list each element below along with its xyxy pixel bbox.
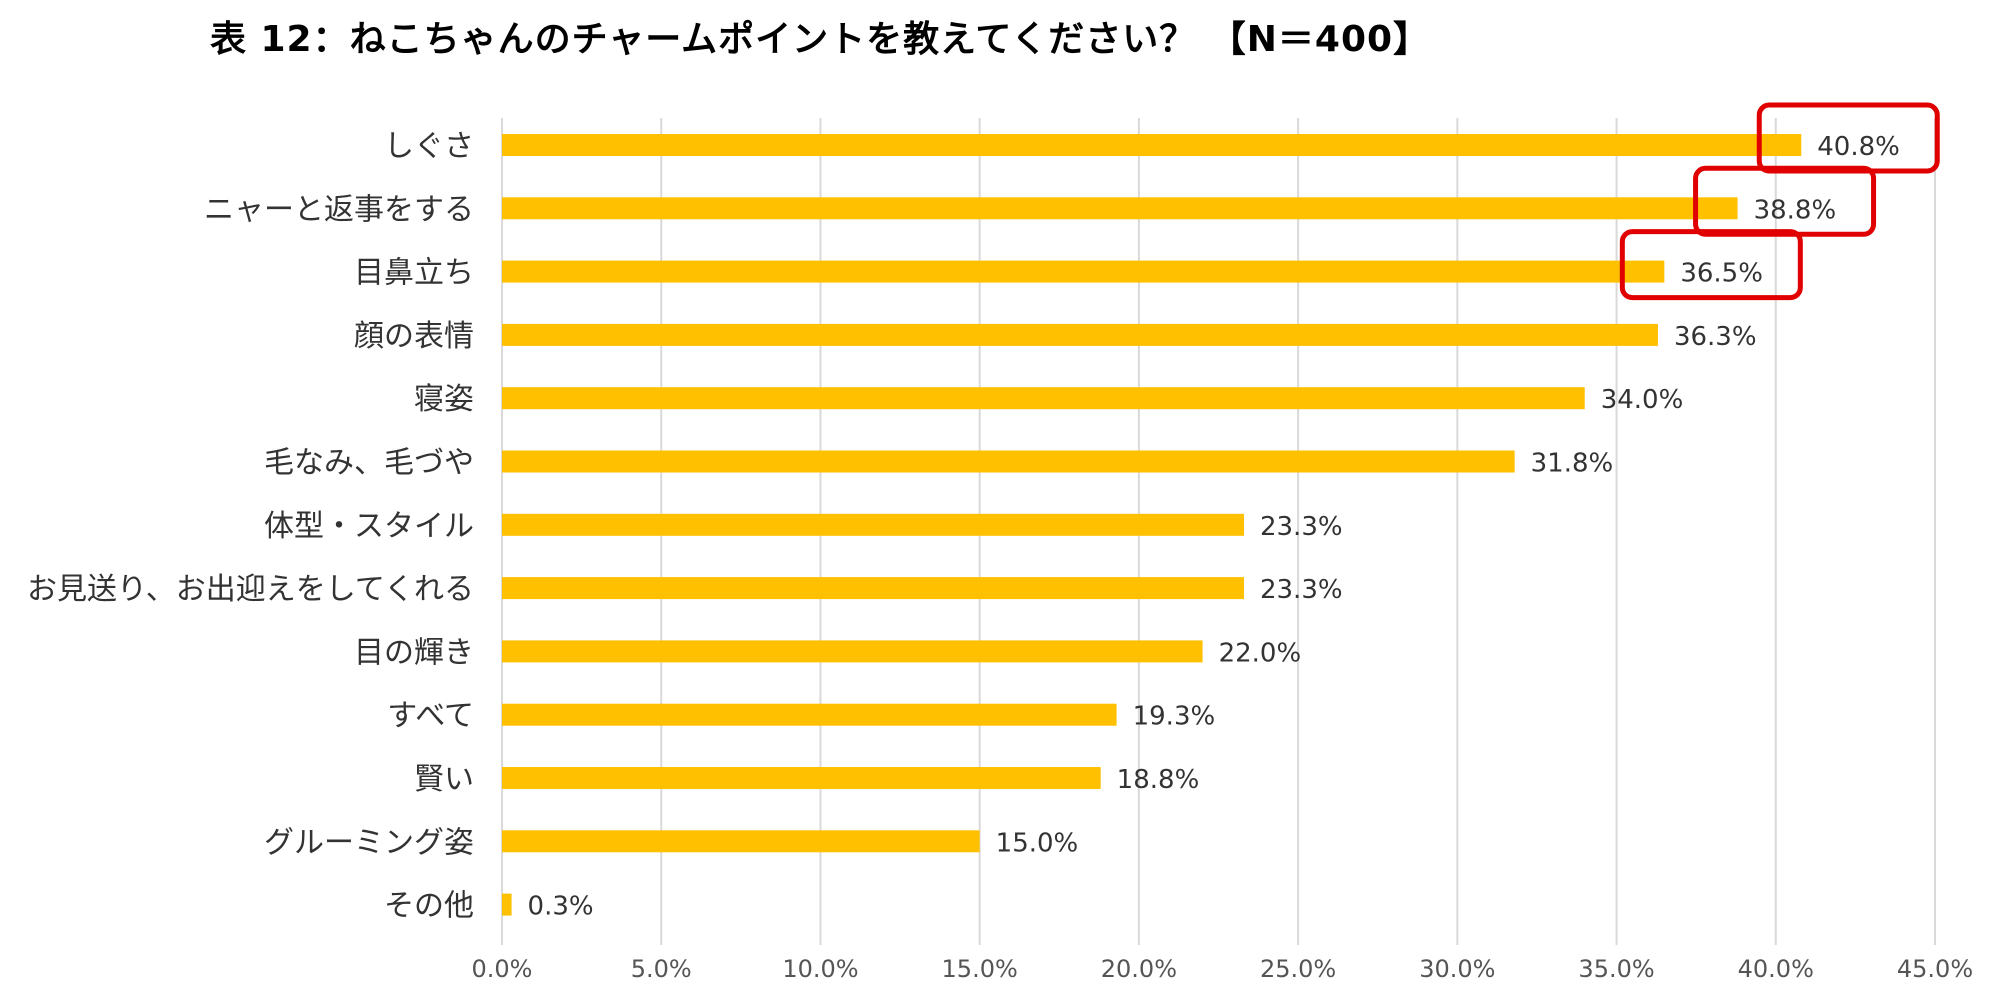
data-label: 0.3% (528, 892, 594, 922)
category-label: 顔の表情 (354, 319, 474, 354)
category-label: しぐさ (384, 129, 474, 164)
bar (502, 387, 1585, 410)
value-labels: 40.8% 38.8% 36.5% 36.3% 34.0% 31.8% 23.3% 23.3%… (528, 132, 1900, 922)
highlight-boxes (1619, 102, 1940, 301)
bar (502, 767, 1101, 789)
category-label: すべて (387, 699, 474, 734)
data-label: 31.8% (1531, 449, 1614, 479)
x-tick-label: 20.0% (1101, 955, 1177, 983)
category-label: 目鼻立ち (354, 256, 474, 291)
category-label: 毛なみ、毛づや (264, 446, 474, 481)
x-tick-label: 5.0% (631, 955, 692, 983)
x-tick-label: 35.0% (1578, 955, 1654, 983)
category-label: 体型・スタイル (264, 509, 474, 544)
data-label: 19.3% (1133, 702, 1216, 732)
chart-title: 表 12：ねこちゃんのチャームポイントを教えてください？ 【N＝400】 (209, 19, 1431, 60)
highlight-box (1619, 229, 1803, 301)
bar (502, 260, 1665, 283)
bar (502, 513, 1244, 536)
bar (502, 893, 512, 916)
data-label: 18.8% (1117, 765, 1200, 795)
data-label: 36.3% (1674, 322, 1757, 352)
x-tick-label: 25.0% (1260, 955, 1336, 983)
data-label: 40.8% (1817, 132, 1900, 162)
category-label: グルーミング姿 (264, 825, 474, 860)
bar (502, 640, 1203, 663)
x-tick-label: 45.0% (1897, 955, 1973, 983)
category-label: ニャーと返事をする (204, 192, 474, 227)
data-label: 38.8% (1754, 195, 1837, 225)
data-label: 23.3% (1260, 575, 1343, 605)
category-label: 賢い (414, 762, 474, 797)
bars (502, 134, 1802, 916)
x-tick-label: 10.0% (782, 955, 858, 983)
x-tick-label: 15.0% (942, 955, 1018, 983)
x-tick-label: 40.0% (1738, 955, 1814, 983)
bar (502, 197, 1738, 220)
highlight-box (1756, 102, 1940, 174)
bar (502, 134, 1802, 156)
bar (502, 323, 1658, 346)
category-label: その他 (384, 889, 474, 924)
bar (502, 830, 980, 853)
category-label: 目の輝き (354, 635, 474, 670)
bar (502, 577, 1244, 600)
x-tick-label: 0.0% (472, 955, 533, 983)
data-label: 22.0% (1219, 638, 1302, 668)
category-label: お見送り、お出迎えをしてくれる (27, 572, 474, 607)
bar (502, 450, 1515, 473)
category-labels: しぐさニャーと返事をする目鼻立ち顔の表情寝姿毛なみ、毛づや体型・スタイルお見送り… (27, 129, 474, 924)
x-tick-label: 30.0% (1419, 955, 1495, 983)
category-label: 寝姿 (414, 382, 474, 417)
data-label: 34.0% (1601, 385, 1684, 415)
data-label: 36.5% (1680, 259, 1763, 289)
bar (502, 703, 1117, 726)
highlight-box (1693, 165, 1877, 237)
data-label: 15.0% (996, 828, 1079, 858)
data-label: 23.3% (1260, 512, 1343, 542)
x-axis-ticks: 0.0% 5.0% 10.0% 15.0% 20.0% 25.0% 30.0% 35.0% 40… (472, 955, 1974, 983)
